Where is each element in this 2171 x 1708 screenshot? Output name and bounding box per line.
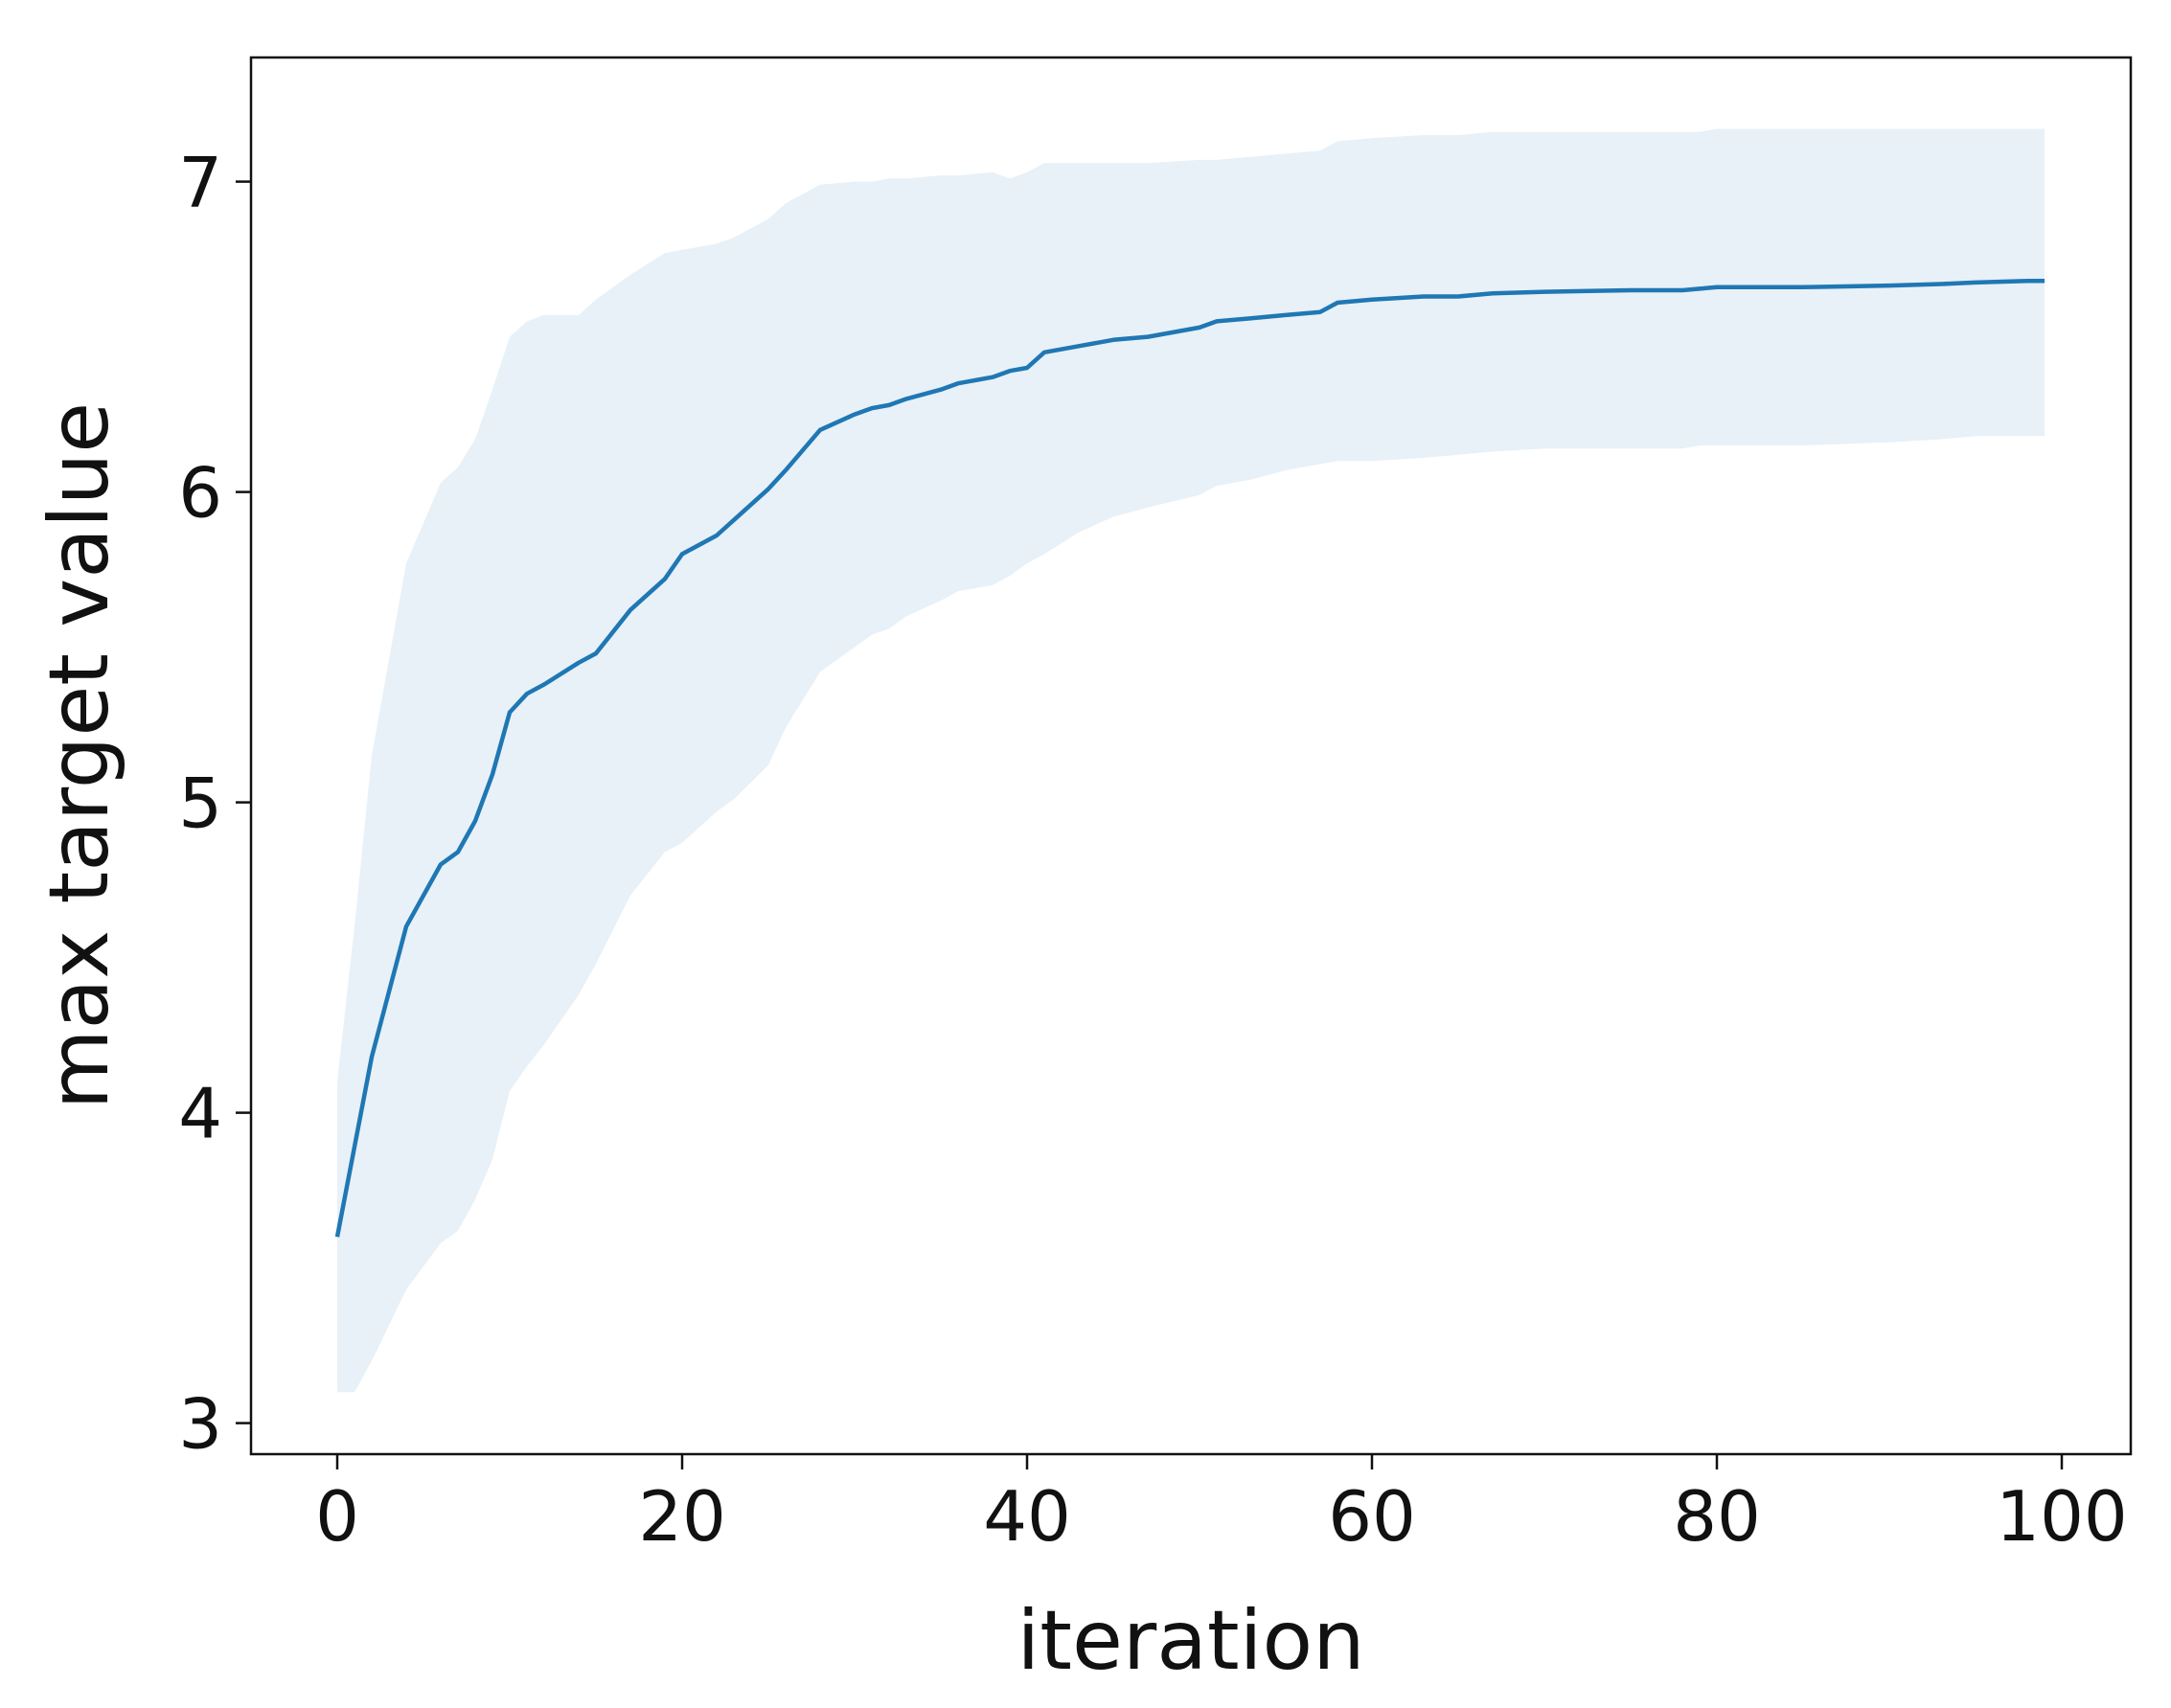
mean-line [334, 279, 2045, 1238]
plot-area [249, 56, 2133, 1456]
x-axis-label: iteration [1017, 1593, 1364, 1689]
x-tick-label: 20 [638, 1476, 726, 1557]
x-tick-label: 100 [1996, 1476, 2127, 1557]
x-tick-label: 60 [1328, 1476, 1416, 1557]
x-tick-label: 0 [315, 1476, 359, 1557]
y-tick-label: 7 [178, 143, 222, 223]
axes-frame [249, 56, 2133, 1456]
x-tick-label: 80 [1673, 1476, 1761, 1557]
y-tick-label: 6 [178, 453, 222, 534]
y-axis: 3 4 5 6 7 [178, 143, 251, 1465]
y-axis-label: max target value [32, 402, 127, 1109]
y-tick-label: 5 [178, 763, 222, 844]
y-tick-label: 3 [178, 1384, 222, 1465]
y-tick-label: 4 [178, 1074, 222, 1154]
x-tick-label: 40 [983, 1476, 1071, 1557]
x-axis: 0 20 40 60 80 100 [315, 1454, 2128, 1557]
confidence-band [337, 128, 2045, 1393]
